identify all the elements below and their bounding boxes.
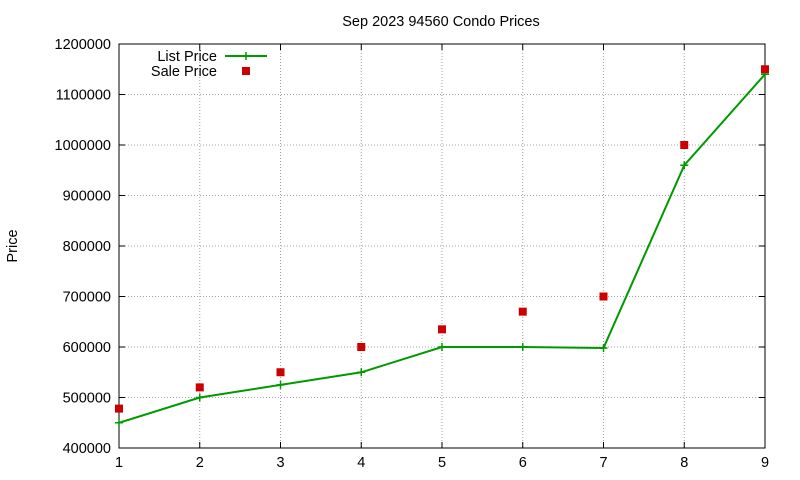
y-tick-label: 600000 bbox=[63, 340, 111, 356]
x-tick-label: 9 bbox=[761, 455, 769, 471]
sale-price-point bbox=[195, 383, 204, 392]
y-tick-label: 800000 bbox=[63, 239, 111, 255]
series-layer bbox=[115, 65, 769, 427]
y-tick-label: 900000 bbox=[63, 189, 111, 205]
list-price-point bbox=[518, 343, 527, 351]
legend-label-sale-price: Sale Price bbox=[151, 64, 217, 80]
x-tick-label: 8 bbox=[680, 455, 688, 471]
x-tick-label: 3 bbox=[276, 455, 284, 471]
y-tick-label: 1000000 bbox=[55, 138, 111, 154]
list-price-point bbox=[599, 344, 608, 353]
sale-price-point bbox=[276, 368, 285, 377]
list-price-point bbox=[357, 368, 366, 377]
grid bbox=[119, 44, 765, 448]
x-tick-label: 6 bbox=[519, 455, 527, 471]
x-tick-label: 5 bbox=[438, 455, 446, 471]
sale-price-point bbox=[115, 404, 123, 413]
legend-marker-list-price bbox=[242, 52, 250, 60]
x-tick-label: 7 bbox=[599, 455, 607, 471]
list-price-point bbox=[195, 393, 204, 402]
axis-ticks: 400000 500000 600000 700000 800000 900000 1000… bbox=[55, 37, 769, 471]
y-tick-label: 700000 bbox=[63, 290, 111, 306]
legend-label-list-price: List Price bbox=[157, 49, 217, 65]
sale-price-point bbox=[761, 65, 769, 74]
sale-price-point bbox=[599, 292, 608, 301]
sale-price-point bbox=[680, 141, 689, 149]
y-axis-label: Price bbox=[5, 229, 21, 262]
list-price-point bbox=[276, 380, 285, 389]
x-tick-label: 4 bbox=[357, 455, 365, 471]
y-tick-label: 500000 bbox=[63, 391, 111, 407]
list-price-point bbox=[680, 161, 689, 170]
legend: List Price Sale Price bbox=[151, 49, 267, 80]
list-price-point bbox=[438, 343, 446, 351]
x-tick-label: 2 bbox=[196, 455, 204, 471]
y-tick-label: 1100000 bbox=[56, 88, 111, 104]
sale-price-point bbox=[438, 325, 446, 334]
sale-price-point bbox=[357, 343, 366, 351]
sale-price-point bbox=[518, 307, 527, 316]
list-price-point bbox=[115, 418, 123, 427]
legend-marker-sale-price bbox=[242, 67, 250, 75]
chart-title: Sep 2023 94560 Condo Prices bbox=[342, 14, 540, 30]
x-tick-label: 1 bbox=[115, 455, 123, 471]
y-tick-label: 400000 bbox=[63, 441, 111, 457]
y-tick-label: 1200000 bbox=[55, 37, 111, 53]
